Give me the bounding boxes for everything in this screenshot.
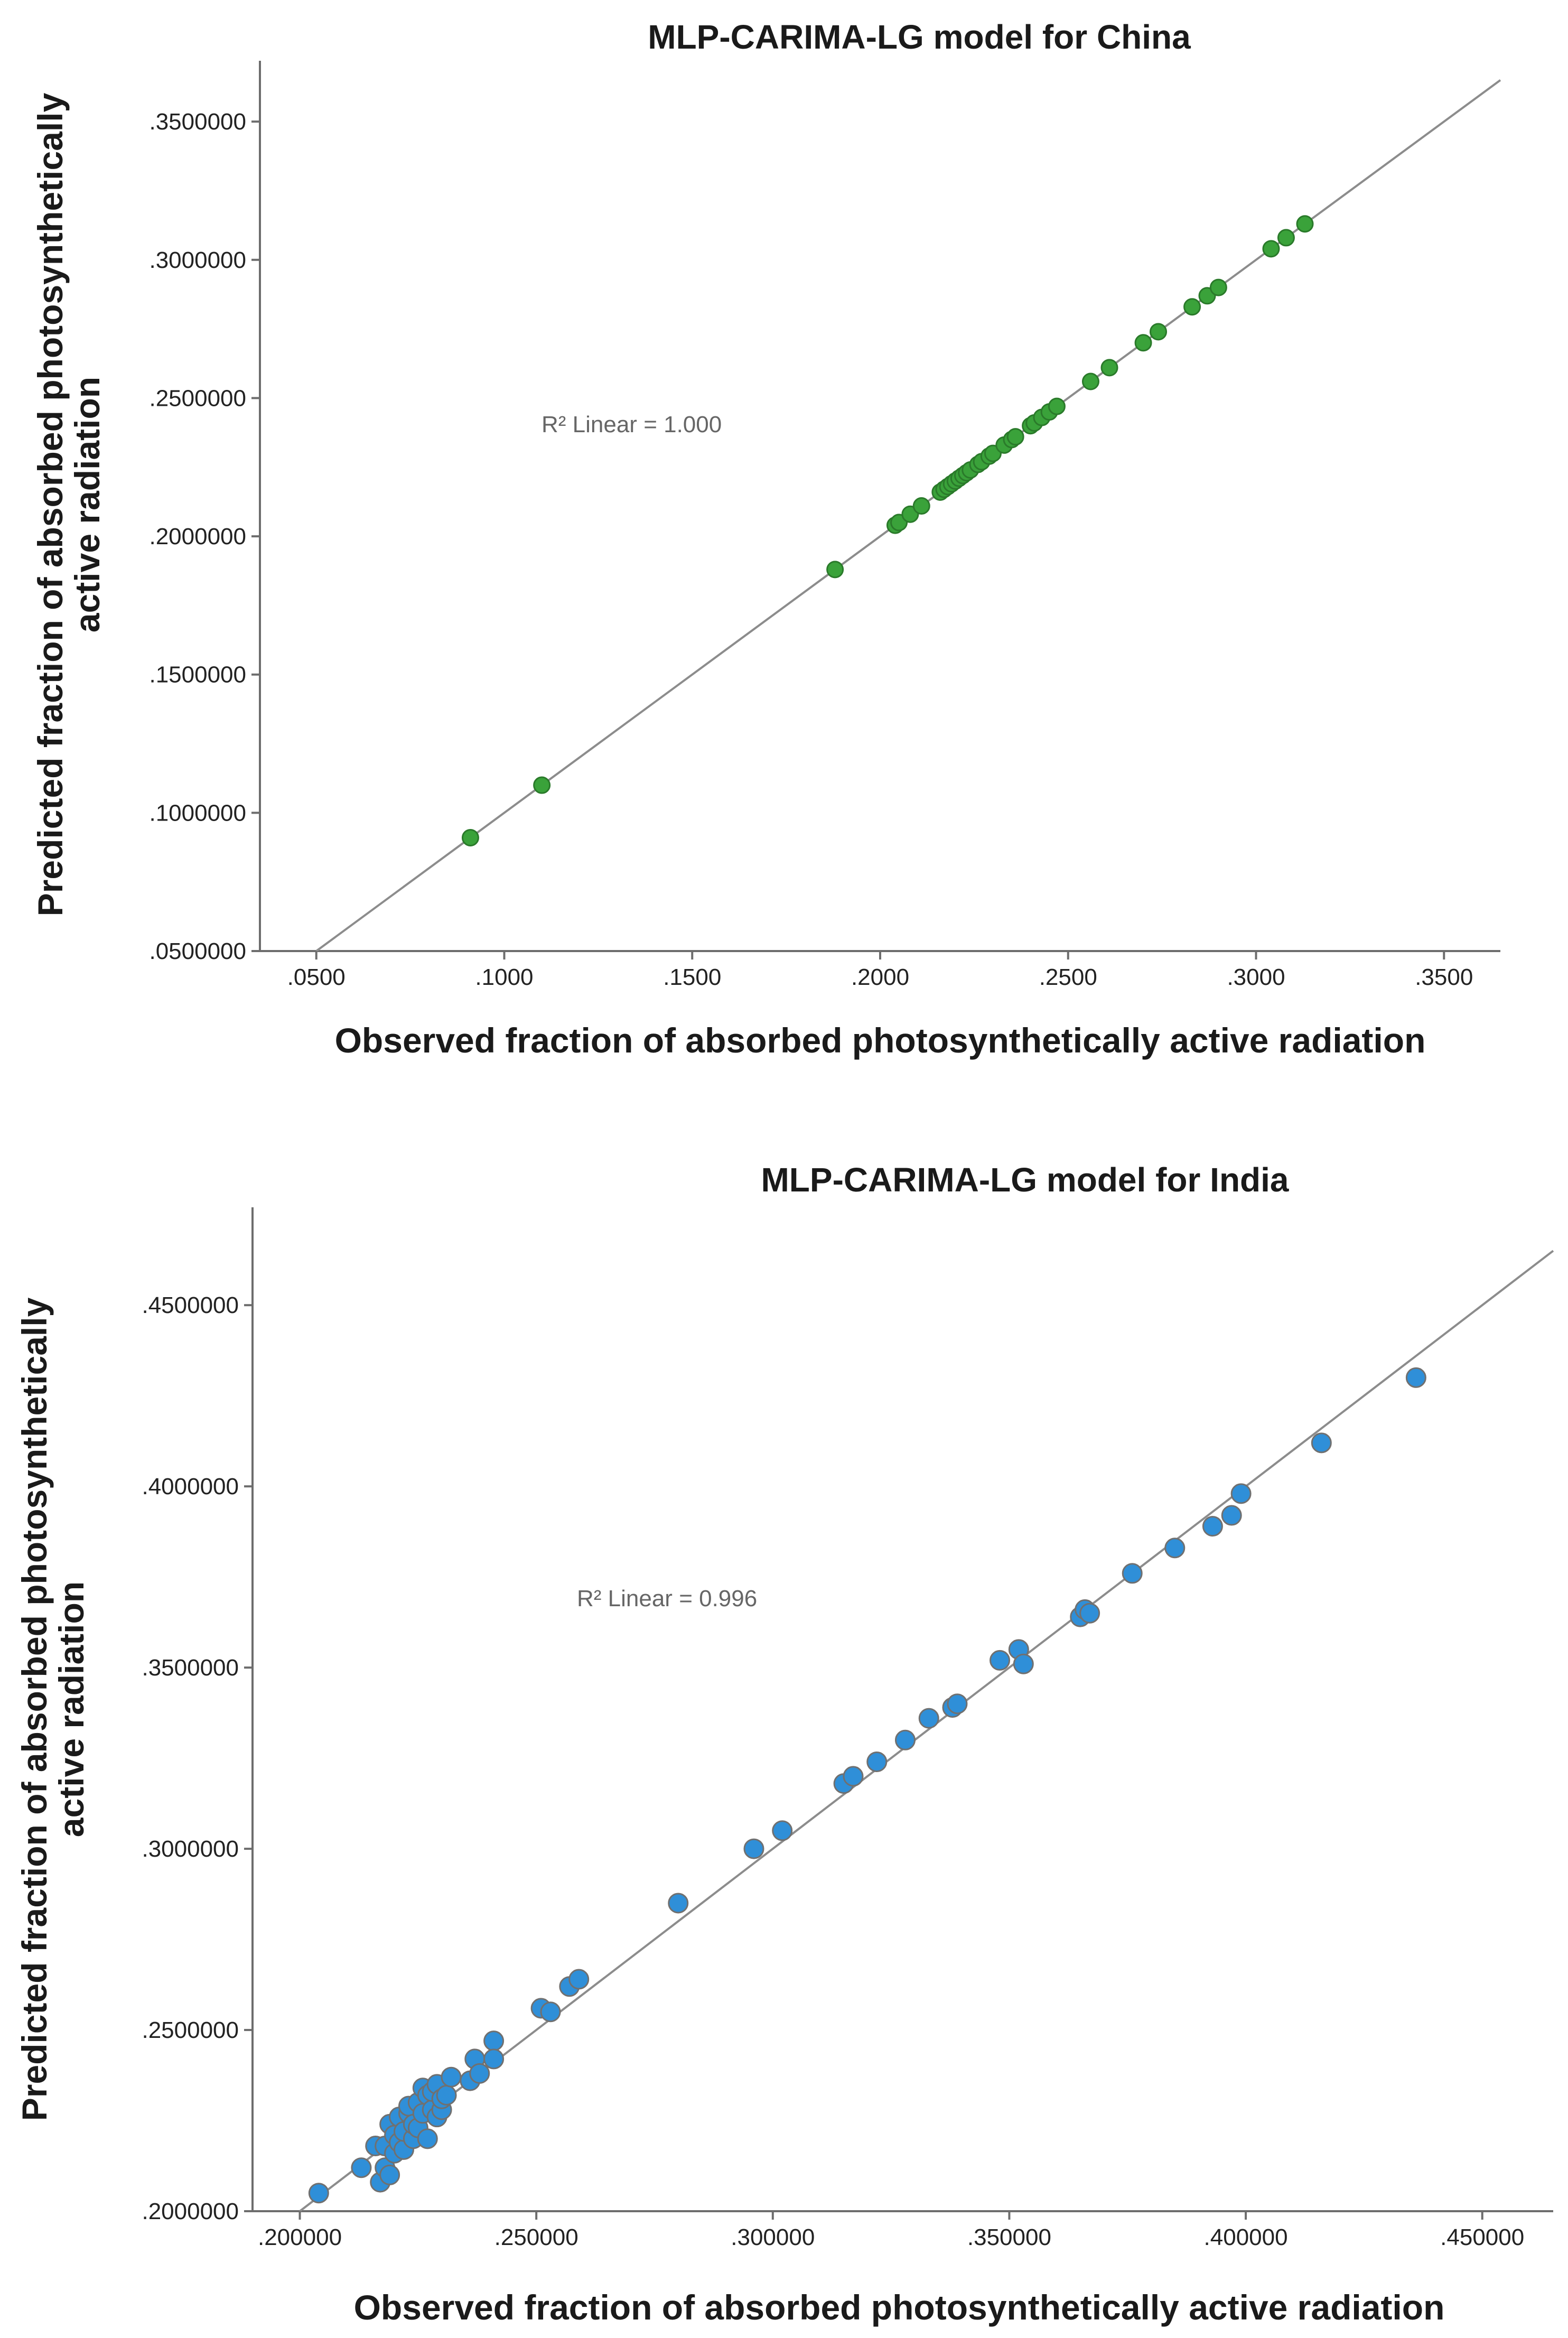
- india-data-point: [1405, 1367, 1426, 1388]
- china-data-point: [1277, 229, 1295, 247]
- china-y-axis-label-line2: active radiation: [68, 377, 107, 632]
- china-y-tick-label: .3500000: [149, 109, 246, 135]
- india-y-tick-label: .3000000: [142, 1836, 239, 1862]
- china-x-tick-label: .0500: [287, 964, 346, 990]
- india-y-axis-label: Predicted fraction of absorbed photosynt…: [15, 1297, 91, 2121]
- china-y-axis-label: Predicted fraction of absorbed photosynt…: [31, 92, 107, 916]
- india-x-axis-label: Observed fraction of absorbed photosynth…: [354, 2288, 1445, 2327]
- india-data-point: [441, 2066, 462, 2088]
- china-y-tick-label: .2500000: [149, 385, 246, 411]
- india-data-point: [308, 2183, 329, 2204]
- india-x-tick-label: .450000: [1440, 2224, 1524, 2250]
- china-chart: MLP-CARIMA-LG model for China .0500000 .1…: [31, 18, 1501, 1060]
- india-x-tick-label: .400000: [1204, 2224, 1288, 2250]
- china-r2-label: R² Linear = 1.000: [542, 412, 722, 437]
- india-data-point: [1221, 1505, 1242, 1526]
- china-data-point: [912, 497, 930, 515]
- china-x-tick-label: .3500: [1415, 964, 1473, 990]
- china-y-tick-label: .1000000: [149, 800, 246, 826]
- china-data-point: [1262, 240, 1280, 258]
- china-data-point: [461, 828, 479, 846]
- india-data-point: [918, 1708, 939, 1729]
- india-data-point: [351, 2157, 372, 2178]
- china-x-tick-label: .1500: [663, 964, 721, 990]
- china-data-point: [826, 561, 844, 579]
- india-y-tick-label: .4500000: [142, 1292, 239, 1318]
- india-x-tick-label: .300000: [731, 2224, 815, 2250]
- india-fit-line-group: [299, 1250, 1554, 2212]
- india-points: [308, 1367, 1426, 2204]
- india-y-axis-label-line2: active radiation: [52, 1581, 91, 1837]
- india-x-ticks: .200000 .250000 .300000 .350000 .400000 .4500…: [258, 2211, 1524, 2250]
- china-y-tick-label: .0500000: [149, 938, 246, 964]
- india-chart: MLP-CARIMA-LG model for India .2000000.2…: [15, 1161, 1554, 2327]
- china-chart-title: MLP-CARIMA-LG model for China: [648, 18, 1191, 56]
- china-x-ticks: .0500 .1000 .1500 .2000 .2500 .3000 .3500: [287, 951, 1473, 990]
- india-data-point: [1013, 1653, 1034, 1674]
- china-x-axis-label: Observed fraction of absorbed photosynth…: [335, 1021, 1426, 1060]
- india-data-point: [990, 1650, 1011, 1671]
- india-data-point: [568, 1969, 590, 1990]
- india-data-point: [866, 1751, 888, 1772]
- china-data-point: [1048, 397, 1066, 415]
- india-y-tick-label: .2500000: [142, 2017, 239, 2043]
- india-data-point: [843, 1766, 864, 1787]
- china-data-point: [1006, 428, 1024, 446]
- india-data-point: [483, 2048, 505, 2070]
- india-data-point: [379, 2164, 400, 2185]
- india-y-ticks: .2000000 .2500000 .3000000 .3500000 .4000000…: [142, 1292, 253, 2224]
- india-data-point: [540, 2001, 561, 2023]
- china-data-point: [1209, 278, 1227, 296]
- china-y-tick-label: .2000000: [149, 524, 246, 549]
- china-data-point: [1183, 298, 1201, 316]
- india-fit-line: [299, 1250, 1554, 2212]
- india-x-tick-label: .200000: [258, 2224, 342, 2250]
- india-data-point: [1230, 1483, 1252, 1504]
- india-data-point: [1122, 1563, 1143, 1584]
- china-y-tick-label: .3000000: [149, 247, 246, 273]
- india-chart-title: MLP-CARIMA-LG model for India: [761, 1161, 1289, 1199]
- india-data-point: [772, 1820, 793, 1841]
- india-data-point: [894, 1729, 916, 1750]
- china-x-tick-label: .3000: [1227, 964, 1285, 990]
- india-x-tick-label: .250000: [494, 2224, 578, 2250]
- india-data-point: [483, 2030, 505, 2052]
- china-points: [461, 215, 1314, 846]
- china-x-tick-label: .2000: [851, 964, 909, 990]
- india-data-point: [1164, 1538, 1186, 1559]
- india-data-point: [436, 2085, 457, 2106]
- india-data-point: [417, 2128, 438, 2149]
- india-data-point: [743, 1838, 764, 1859]
- china-data-point: [1296, 215, 1314, 233]
- china-data-point: [1150, 323, 1168, 341]
- india-data-point: [1079, 1603, 1100, 1624]
- india-data-point: [1311, 1432, 1332, 1454]
- china-data-point: [1081, 372, 1099, 390]
- india-data-point: [1202, 1516, 1223, 1537]
- india-data-point: [947, 1693, 968, 1715]
- china-data-point: [533, 776, 551, 794]
- india-y-tick-label: .3500000: [142, 1655, 239, 1681]
- china-y-axis-label-line1: Predicted fraction of absorbed photosynt…: [31, 92, 70, 916]
- china-x-tick-label: .2500: [1039, 964, 1097, 990]
- china-data-point: [1100, 359, 1118, 377]
- india-r2-label: R² Linear = 0.996: [577, 1586, 757, 1612]
- india-data-point: [668, 1893, 689, 1914]
- china-data-point: [1134, 334, 1152, 352]
- china-x-tick-label: .1000: [475, 964, 533, 990]
- india-y-axis-label-line1: Predicted fraction of absorbed photosynt…: [15, 1297, 54, 2121]
- india-x-tick-label: .350000: [967, 2224, 1051, 2250]
- china-y-ticks: .0500000 .1000000 .1500000 .2000000 .2500000…: [149, 109, 260, 964]
- china-y-tick-label: .1500000: [149, 662, 246, 688]
- india-y-tick-label: .4000000: [142, 1474, 239, 1499]
- india-y-tick-label: .2000000: [142, 2199, 239, 2224]
- india-data-point: [469, 2063, 490, 2084]
